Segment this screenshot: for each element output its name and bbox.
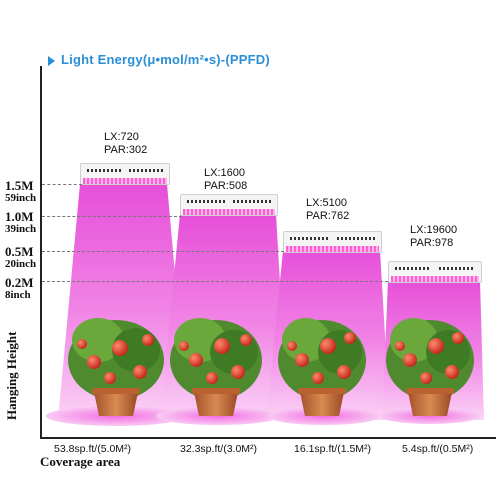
height-label-inch: 8inch xyxy=(5,289,31,301)
lux-value: LX:720 xyxy=(104,131,139,143)
height-label-inch: 39inch xyxy=(5,223,37,235)
lux-readout-4: LX:19600 PAR:978 xyxy=(410,224,457,250)
par-value: PAR:508 xyxy=(204,180,248,192)
tomato-plant-3 xyxy=(278,318,366,416)
height-label-m: 1.5M xyxy=(5,178,34,193)
grow-light-panel-3 xyxy=(283,231,382,253)
tomato-plant-2 xyxy=(170,318,262,416)
tomato-plant-1 xyxy=(68,318,164,416)
par-value: PAR:978 xyxy=(410,237,454,249)
lux-value: LX:1600 xyxy=(204,167,245,179)
height-guide-1-5m xyxy=(42,184,82,185)
x-axis-line xyxy=(40,437,496,439)
coverage-label-1: 53.8sp.ft/(5.0M²) xyxy=(54,443,132,455)
grow-light-panel-1 xyxy=(80,163,170,185)
y-axis-label: Hanging Height xyxy=(4,331,19,421)
title-text: Light Energy(μ•mol/m²•s)-(PPFD) xyxy=(61,52,270,67)
height-label-m: 1.0M xyxy=(5,209,34,224)
coverage-label-2: 32.3sp.ft/(3.0M²) xyxy=(180,443,258,455)
lux-readout-2: LX:1600 PAR:508 xyxy=(204,167,247,193)
height-guide-0-2m xyxy=(42,281,388,282)
par-value: PAR:302 xyxy=(104,144,148,156)
y-axis-line xyxy=(40,66,42,438)
par-value: PAR:762 xyxy=(306,210,350,222)
chart-title: Light Energy(μ•mol/m²•s)-(PPFD) xyxy=(48,52,270,67)
height-label-m: 0.2M xyxy=(5,275,34,290)
lux-value: LX:19600 xyxy=(410,224,458,236)
height-label-m: 0.5M xyxy=(5,244,34,259)
grow-light-panel-4 xyxy=(388,261,482,283)
lux-readout-1: LX:720 PAR:302 xyxy=(104,131,147,157)
lux-readout-3: LX:5100 PAR:762 xyxy=(306,197,349,223)
tomato-plant-4 xyxy=(386,318,474,416)
height-guide-0-5m xyxy=(42,251,284,252)
coverage-label-4: 5.4sp.ft/(0.5M²) xyxy=(402,443,474,455)
height-label-inch: 20inch xyxy=(5,258,37,270)
coverage-label-3: 16.1sp.ft/(1.5M²) xyxy=(294,443,372,455)
x-axis-label: Coverage area xyxy=(40,454,121,469)
lux-value: LX:5100 xyxy=(306,197,347,209)
triangle-marker-icon xyxy=(48,55,55,66)
grow-light-panel-2 xyxy=(180,194,278,216)
height-guide-1-0m xyxy=(42,216,182,217)
height-label-inch: 59inch xyxy=(5,192,37,204)
